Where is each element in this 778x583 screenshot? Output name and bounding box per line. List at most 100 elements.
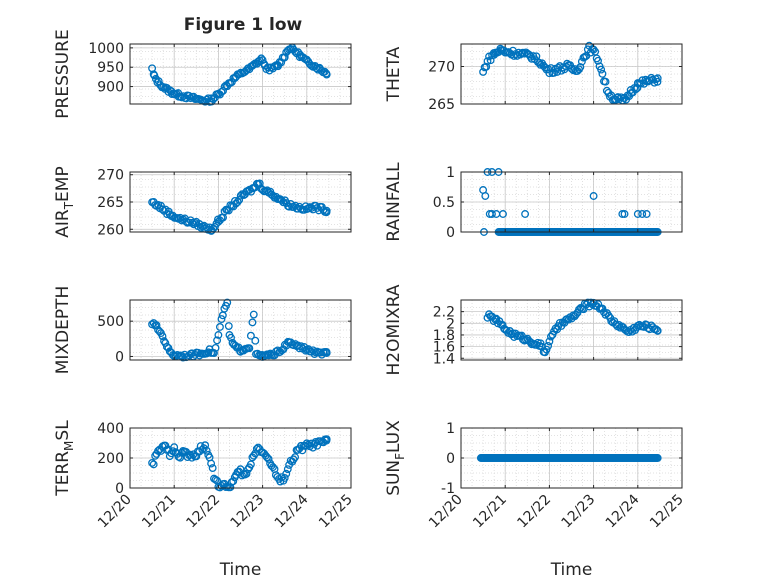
x-tick-label: 12/24 [603,491,643,531]
data-point [202,446,211,455]
figure-title: Figure 1 low [184,15,303,35]
data-point [601,77,610,86]
data-point [651,325,660,334]
data-point [633,210,642,218]
data-point [279,198,288,207]
data-point [246,331,255,340]
y-tick-label: 950 [97,60,124,76]
y-axis-label: THETA [384,46,404,102]
data-point [210,349,218,358]
data-point [589,192,598,200]
data-point [514,48,523,57]
data-point [653,454,662,462]
y-tick-label: 1000 [88,41,124,57]
subplot-mixdepth: 0 500 MIXDEPTH [53,286,352,375]
x-tick-label: 12/20 [426,492,466,532]
y-tick-label: 260 [97,222,124,238]
data-point [482,62,491,71]
data-point [620,210,629,218]
data-point [487,210,496,218]
data-point [245,344,254,353]
x-tick-label: 12/24 [272,491,312,531]
x-tick-label: 12/21 [139,492,179,532]
data-point [545,69,554,78]
data-point [154,446,163,455]
data-point [282,469,291,478]
y-tick-label: 265 [97,195,124,211]
axes-box [129,299,352,361]
y-tick-label: 0.5 [433,195,455,211]
axes-box [460,43,683,105]
data-point [322,206,331,215]
data-point [638,210,647,218]
data-point [536,339,545,348]
data-point [642,210,651,218]
data-point [598,304,607,313]
data-point [201,441,210,450]
data-point [304,204,313,213]
data-point [598,69,607,78]
data-point [207,459,216,468]
data-point [224,322,233,330]
data-point [653,74,662,83]
x-tick-label: 12/25 [647,492,687,532]
x-tick-label: 12/25 [316,492,356,532]
data-point [211,475,220,484]
data-point [215,323,224,331]
data-point [211,343,220,352]
data-point [248,318,257,327]
data-point [251,336,260,345]
data-point [242,469,251,478]
data-point [602,86,611,95]
data-point [233,197,242,206]
y-tick-label: 2 [446,316,455,332]
y-tick-label: 900 [97,80,124,96]
data-point [594,56,602,65]
data-point [236,191,245,200]
x-tick-label: 12/22 [514,492,554,532]
y-axis-label: PRESSURE [53,29,73,118]
data-point [170,443,179,452]
y-tick-label: 400 [97,421,124,437]
y-axis-label: H2OMIXRA [384,284,404,375]
data-point [653,77,662,86]
subplot-terr_msl: 0 200 400 12/20 12/21 12/22 12/23 12/24 12/25 Tim… [53,420,356,580]
data-point [550,68,558,77]
data-point [545,337,554,346]
data-point [486,56,495,65]
data-point [638,76,647,85]
subplot-sun_flux: -1 0 1 12/20 12/21 12/22 12/23 12/24 12/25 Time SU… [384,420,687,580]
data-point [283,465,292,474]
data-point [576,63,585,72]
data-point [213,336,222,345]
axes-box [460,299,683,361]
y-axis-label: SUNFLUX [384,420,407,496]
data-point [280,53,289,62]
data-point [542,345,551,354]
data-point [322,70,331,79]
y-tick-label: 1.4 [433,351,455,367]
data-point [520,49,529,58]
y-tick-label: -1 [441,481,455,497]
subplot-h2omixra: 1.41.61.822.2 H2OMIXRA [384,284,683,376]
data-point [188,218,197,227]
data-point [176,453,185,462]
y-axis-label: RAINFALL [384,162,404,242]
y-tick-label: 500 [97,314,124,330]
data-point [226,483,235,492]
y-tick-label: 0 [115,349,124,365]
data-point [217,315,226,324]
data-point [499,210,507,218]
y-axis-label: MIXDEPTH [53,286,73,375]
data-point [154,77,163,86]
y-tick-label: 0 [446,225,455,241]
y-tick-label: 1.6 [433,340,455,356]
data-point [152,321,161,330]
x-axis-label: Time [219,560,262,580]
subplot-theta: 265 270 THETA [384,41,683,113]
data-point [158,332,167,341]
x-tick-label: 12/23 [228,492,268,532]
y-axis-label: TERRMSL [53,420,76,497]
